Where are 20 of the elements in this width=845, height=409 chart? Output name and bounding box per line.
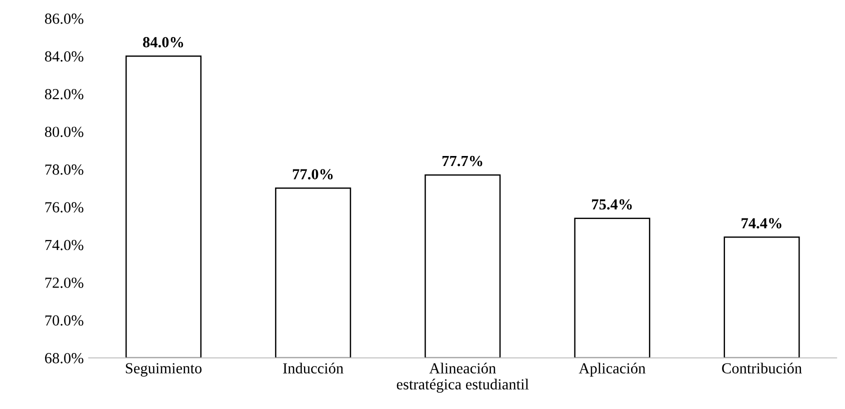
x-tick-label: Alineación estratégica estudiantil: [396, 362, 529, 393]
y-tick-label: 82.0%: [44, 88, 84, 100]
y-tick-label: 84.0%: [44, 51, 84, 62]
y-tick-label: 86.0%: [44, 14, 84, 24]
x-tick-label: Aplicación: [578, 362, 646, 377]
y-tick-label: 72.0%: [45, 278, 84, 288]
y-tick-label: 78.0%: [45, 164, 84, 175]
y-tick-label: 68.0%: [45, 353, 84, 364]
y-tick-label: 70.0%: [45, 315, 84, 326]
y-tick-label: 76.0%: [45, 202, 84, 213]
x-tick-label: Seguimiento: [126, 363, 202, 377]
y-tick-label: 80.0%: [44, 126, 84, 138]
data-label: 84.0%: [143, 37, 184, 48]
data-label: 74.4%: [742, 218, 782, 228]
data-label: 77.0%: [292, 169, 333, 180]
x-tick-label: Inducción: [283, 362, 344, 374]
data-label: 77.7%: [442, 156, 482, 166]
data-label: 75.4%: [592, 199, 632, 210]
y-tick-label: 74.0%: [45, 240, 84, 250]
x-tick-label: Contribución: [722, 362, 802, 374]
